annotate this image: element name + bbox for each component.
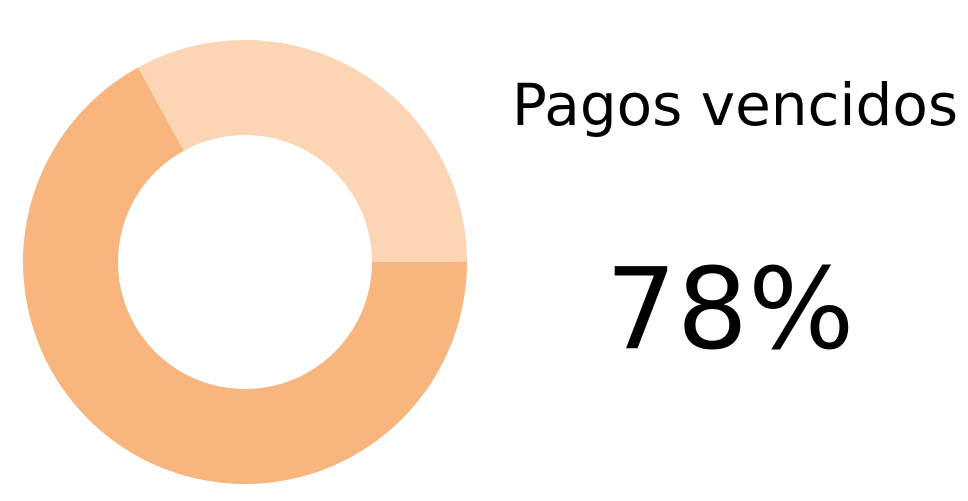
kpi-title: Pagos vencidos bbox=[512, 71, 958, 139]
donut-segment bbox=[138, 40, 467, 262]
donut-segment bbox=[22, 67, 467, 485]
kpi-value: 78% bbox=[606, 245, 855, 375]
